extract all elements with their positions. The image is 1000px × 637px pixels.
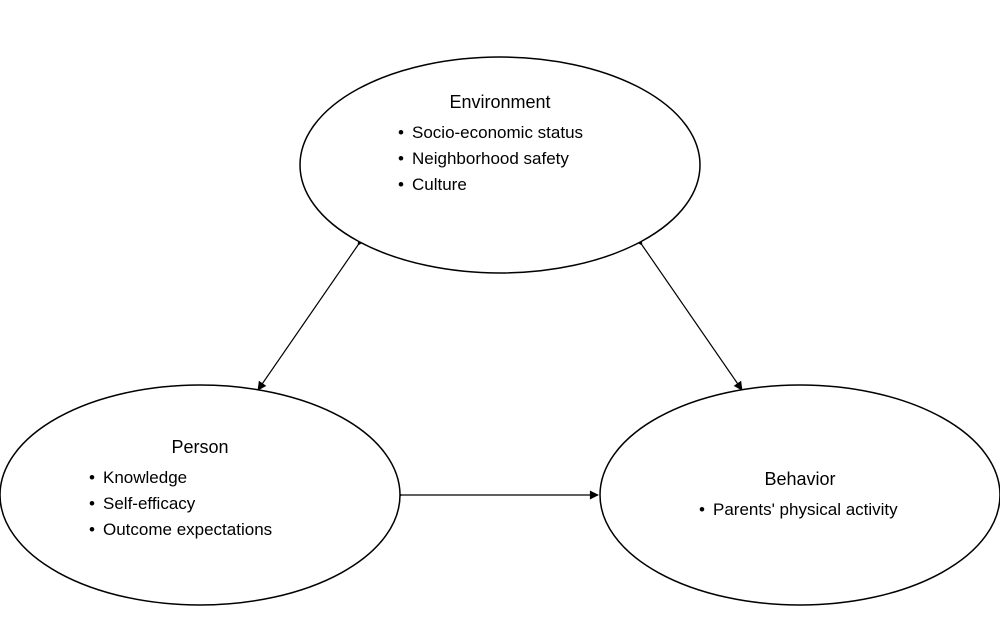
nodes-layer: Environment • Socio-economic status • Neighb… [0, 57, 1000, 605]
edge-environment-behavior [642, 245, 742, 390]
node-ellipse-behavior [600, 385, 1000, 605]
node-environment: Environment • Socio-economic status • Neighb… [300, 57, 700, 273]
bullet-icon: • [699, 500, 705, 519]
node-person: Person • Knowledge • Self-efficacy • Outcome e… [0, 385, 400, 605]
node-item-behavior-0: Parents' physical activity [713, 500, 898, 519]
node-item-environment-2: Culture [412, 175, 467, 194]
node-title-environment: Environment [449, 92, 550, 112]
node-ellipse-person [0, 385, 400, 605]
bullet-icon: • [398, 123, 404, 142]
node-title-person: Person [171, 437, 228, 457]
bullet-icon: • [89, 520, 95, 539]
diagram-canvas: Environment • Socio-economic status • Neighb… [0, 0, 1000, 637]
node-item-environment-0: Socio-economic status [412, 123, 583, 142]
bullet-icon: • [89, 494, 95, 513]
edge-environment-person [258, 245, 358, 390]
node-item-environment-1: Neighborhood safety [412, 149, 569, 168]
node-behavior: Behavior • Parents' physical activity [600, 385, 1000, 605]
bullet-icon: • [398, 149, 404, 168]
bullet-icon: • [89, 468, 95, 487]
node-item-person-0: Knowledge [103, 468, 187, 487]
node-item-person-1: Self-efficacy [103, 494, 196, 513]
node-item-person-2: Outcome expectations [103, 520, 272, 539]
node-title-behavior: Behavior [764, 469, 835, 489]
bullet-icon: • [398, 175, 404, 194]
